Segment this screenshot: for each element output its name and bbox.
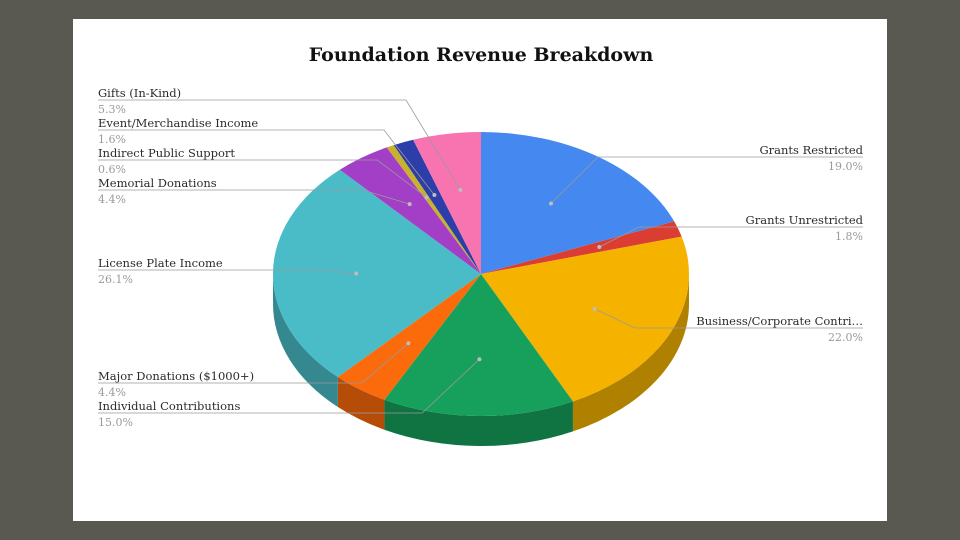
slice-label-grants-restricted: Grants Restricted bbox=[759, 143, 863, 157]
slice-label-business-corporate-contri: Business/Corporate Contri… bbox=[696, 314, 863, 328]
slice-value-event-merchandise-income: 1.6% bbox=[98, 133, 126, 146]
leader-line-grants-restricted bbox=[550, 156, 863, 204]
pie-slice-major-donations-1000 bbox=[337, 274, 481, 400]
pie-slice-indirect-public-support bbox=[386, 145, 481, 274]
leader-anchor-business-corporate-contri bbox=[592, 306, 597, 311]
leader-line-memorial-donations bbox=[98, 189, 410, 205]
leader-anchor-event-merchandise-income bbox=[432, 192, 437, 197]
slice-label-license-plate-income: License Plate Income bbox=[98, 256, 223, 270]
leader-anchor-license-plate-income bbox=[354, 271, 359, 276]
pie-slice-business-corporate-contri bbox=[481, 236, 689, 402]
leader-anchor-gifts-in-kind bbox=[458, 187, 463, 192]
leader-line-gifts-in-kind bbox=[98, 99, 461, 191]
slice-value-grants-unrestricted: 1.8% bbox=[835, 230, 863, 243]
pie-sides bbox=[273, 274, 689, 447]
leader-line-event-merchandise-income bbox=[98, 129, 435, 196]
pie-chart: Foundation Revenue Breakdown Grants Rest… bbox=[98, 44, 864, 447]
chart-card: Foundation Revenue Breakdown Grants Rest… bbox=[73, 19, 887, 521]
slice-label-event-merchandise-income: Event/Merchandise Income bbox=[98, 116, 258, 130]
leader-anchor-grants-restricted bbox=[549, 201, 554, 206]
pie-slice-grants-unrestricted bbox=[481, 221, 682, 274]
pie-slice-memorial-donations bbox=[339, 147, 481, 274]
leader-line-indirect-public-support bbox=[98, 159, 427, 198]
slice-label-indirect-public-support: Indirect Public Support bbox=[98, 146, 235, 160]
slice-label-memorial-donations: Memorial Donations bbox=[98, 176, 217, 190]
slice-value-memorial-donations: 4.4% bbox=[98, 193, 126, 206]
slice-value-grants-restricted: 19.0% bbox=[828, 160, 863, 173]
pie-side-individual-contributions bbox=[384, 399, 573, 447]
slice-label-grants-unrestricted: Grants Unrestricted bbox=[746, 213, 864, 227]
leader-anchor-memorial-donations bbox=[407, 202, 412, 207]
pie-side-business-corporate-contri bbox=[572, 274, 689, 432]
slice-value-indirect-public-support: 0.6% bbox=[98, 163, 126, 176]
leader-anchor-indirect-public-support bbox=[424, 195, 429, 200]
pie-slice-event-merchandise-income bbox=[393, 139, 481, 274]
slice-value-license-plate-income: 26.1% bbox=[98, 273, 133, 286]
slice-value-gifts-in-kind: 5.3% bbox=[98, 103, 126, 116]
pie-side-license-plate-income bbox=[273, 274, 338, 408]
slice-labels: Grants Restricted 19.0% Grants Unrestricte… bbox=[98, 86, 864, 429]
leader-lines bbox=[98, 99, 863, 414]
pie-tops bbox=[273, 132, 689, 417]
leader-line-major-donations-1000 bbox=[98, 342, 409, 384]
slice-value-major-donations-1000: 4.4% bbox=[98, 386, 126, 399]
leader-anchor-major-donations-1000 bbox=[406, 341, 411, 346]
slice-value-individual-contributions: 15.0% bbox=[98, 416, 133, 429]
pie-slice-grants-restricted bbox=[481, 132, 675, 274]
leader-line-business-corporate-contri bbox=[594, 308, 863, 329]
pie-side-major-donations-1000 bbox=[337, 377, 385, 430]
chart-title: Foundation Revenue Breakdown bbox=[309, 44, 654, 66]
leader-line-individual-contributions bbox=[98, 358, 480, 414]
leader-anchor-individual-contributions bbox=[477, 357, 482, 362]
slice-label-individual-contributions: Individual Contributions bbox=[98, 399, 240, 413]
leader-line-grants-unrestricted bbox=[599, 226, 863, 248]
pie-slice-license-plate-income bbox=[273, 169, 481, 378]
slice-label-gifts-in-kind: Gifts (In-Kind) bbox=[98, 86, 181, 100]
slice-label-major-donations-1000: Major Donations ($1000+) bbox=[98, 369, 254, 383]
pie-slice-individual-contributions bbox=[384, 274, 573, 417]
leader-line-license-plate-income bbox=[98, 269, 357, 274]
slice-value-business-corporate-contri: 22.0% bbox=[828, 331, 863, 344]
leader-anchor-grants-unrestricted bbox=[597, 244, 602, 249]
pie-slice-gifts-in-kind bbox=[413, 132, 481, 274]
